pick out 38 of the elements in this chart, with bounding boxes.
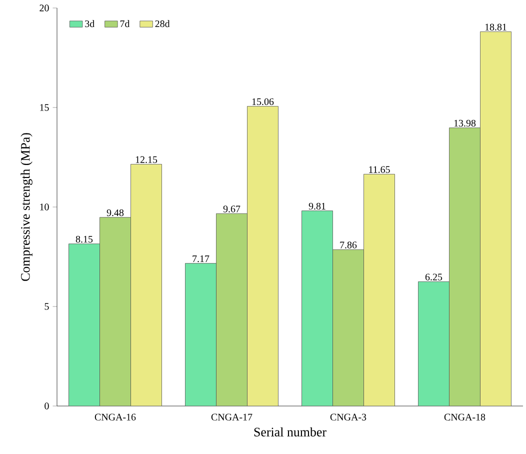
data-label: 9.67 — [223, 206, 240, 212]
x-tick-label: CNGA-17 — [211, 414, 252, 420]
data-label: 13.98 — [454, 120, 476, 127]
bar — [100, 217, 131, 406]
y-tick-label: 5 — [44, 303, 49, 310]
x-axis-title: Serial number — [254, 427, 326, 436]
data-label: 12.15 — [136, 156, 158, 164]
x-tick-label: CNGA-18 — [444, 414, 486, 420]
bar — [130, 164, 162, 406]
data-label: 18.81 — [485, 24, 506, 30]
bar — [68, 244, 100, 406]
x-tick-label: CNGA-3 — [330, 414, 366, 420]
data-label: 6.25 — [425, 274, 442, 280]
y-tick-label: 10 — [40, 204, 49, 210]
data-label: 9.48 — [106, 209, 124, 216]
legend-label: 7d — [120, 20, 130, 28]
y-tick-label: 15 — [40, 104, 49, 111]
legend-label: 28d — [155, 20, 170, 28]
bar — [364, 174, 395, 406]
data-label: 8.15 — [76, 236, 93, 243]
data-label: 15.06 — [252, 98, 274, 106]
bar — [418, 281, 450, 406]
bar — [216, 213, 248, 406]
data-label: 7.86 — [340, 242, 357, 248]
data-label: 7.17 — [192, 255, 210, 262]
bar — [185, 263, 216, 406]
bar — [247, 106, 278, 406]
bar — [302, 210, 333, 406]
y-axis-title: Compressive strength (MPa) — [20, 133, 32, 281]
data-label: 11.65 — [369, 166, 390, 173]
bar — [449, 128, 480, 406]
x-tick-label: CNGA-16 — [94, 414, 136, 420]
y-tick-label: 20 — [40, 4, 49, 12]
bar — [480, 31, 512, 406]
y-tick-label: 0 — [44, 402, 49, 410]
bar — [332, 249, 364, 406]
data-label: 9.81 — [308, 202, 326, 210]
legend-label: 3d — [85, 20, 94, 28]
